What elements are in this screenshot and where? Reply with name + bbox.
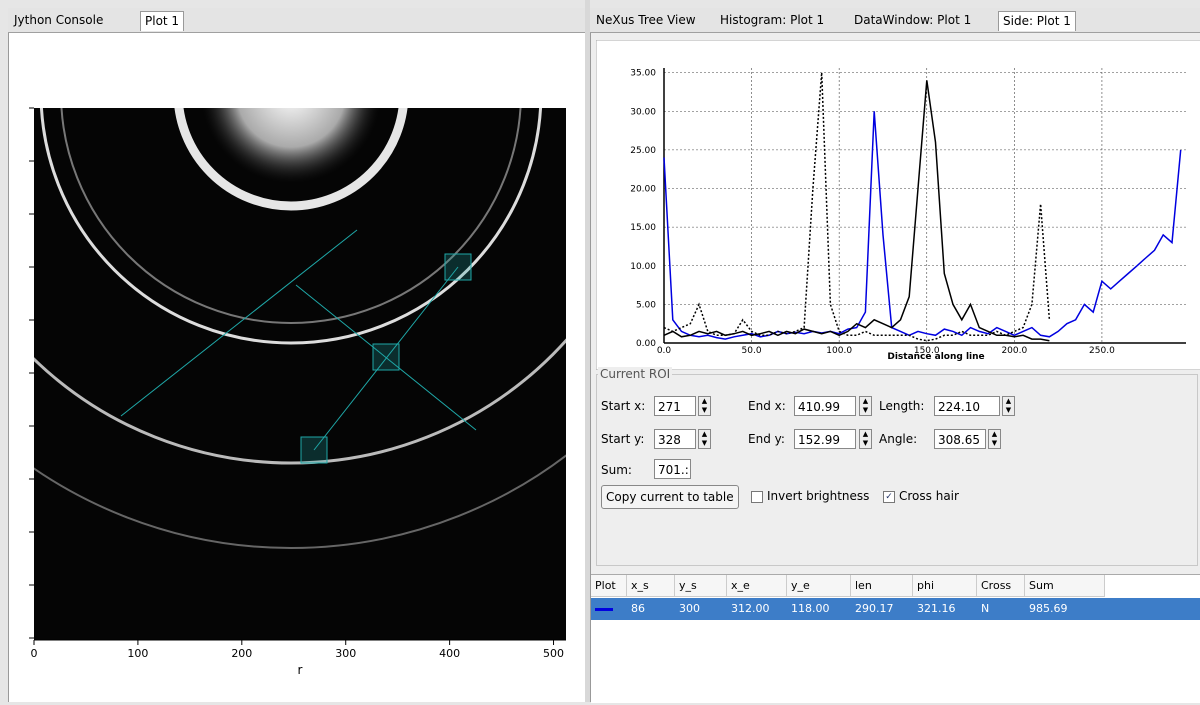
x-tick-label: 200.0 — [1001, 346, 1027, 356]
table-cell: 290.17 — [855, 602, 894, 615]
spinner[interactable]: ▲ ▼ — [698, 396, 711, 416]
checkbox[interactable] — [751, 491, 763, 503]
end-y-input[interactable]: 152.99 — [794, 429, 856, 449]
column-header: y_e — [787, 575, 851, 597]
y-tick-label: 0.00 — [636, 339, 656, 349]
start-x-input[interactable]: 271 — [654, 396, 696, 416]
y-tick-label: 10.00 — [630, 262, 656, 272]
roi-group — [596, 374, 1198, 566]
table-cell: N — [981, 602, 990, 615]
y-tick-label: 30.00 — [630, 107, 656, 117]
spinner[interactable]: ▲ ▼ — [859, 429, 872, 449]
divider — [585, 0, 590, 702]
left-tabbar: Jython Console Plot 1 — [8, 8, 585, 33]
x-tick-label: 500 — [543, 647, 564, 660]
angle-input[interactable]: 308.65 — [934, 429, 986, 449]
tab[interactable]: Jython Console — [14, 13, 104, 27]
image-plot: r 0 100 200 300 400 500 — [29, 107, 566, 677]
table-cell: 300 — [679, 602, 700, 615]
spinner[interactable]: ▲ ▼ — [698, 429, 711, 449]
tab[interactable]: DataWindow: Plot 1 — [854, 13, 972, 27]
length-input[interactable]: 224.10 — [934, 396, 1000, 416]
column-header: Plot — [591, 575, 627, 597]
label: Start y: — [601, 432, 645, 446]
right-panel: Distance along line 0.00 5.00 10.00 15.00 20… — [590, 33, 1200, 703]
label: Length: — [879, 399, 925, 413]
x-tick-label: 50.0 — [742, 346, 762, 356]
x-tick-label: 0 — [31, 647, 38, 660]
table-cell: 118.00 — [791, 602, 830, 615]
y-tick-label: 15.00 — [630, 223, 656, 233]
tab[interactable]: Histogram: Plot 1 — [720, 13, 825, 27]
x-tick-label: 0.0 — [657, 346, 672, 356]
roi-overlay — [120, 229, 477, 464]
x-tick-label: 100.0 — [826, 346, 852, 356]
column-header: x_s — [627, 575, 675, 597]
label: Angle: — [879, 432, 918, 446]
y-tick-label: 25.00 — [630, 146, 656, 156]
x-axis-label: Distance along line — [887, 352, 984, 362]
x-tick-label: 100 — [127, 647, 148, 660]
column-header: y_s — [675, 575, 727, 597]
right-tabbar: NeXus Tree View Histogram: Plot 1 DataWi… — [590, 8, 1200, 33]
checkbox-label[interactable]: Invert brightness — [767, 489, 870, 503]
x-axis-label: r — [298, 663, 303, 677]
label: End y: — [748, 432, 785, 446]
profile-chart: Distance along line 0.00 5.00 10.00 15.00 20… — [596, 40, 1200, 370]
tab[interactable]: Plot 1 — [140, 11, 185, 31]
sum-input[interactable]: 701.: — [654, 459, 691, 479]
checkbox-checked[interactable]: ✓ — [883, 491, 895, 503]
column-header: Sum — [1025, 575, 1105, 597]
column-header: Cross — [977, 575, 1025, 597]
diffraction-image — [34, 108, 566, 640]
copy-button[interactable]: Copy current to table — [601, 485, 739, 509]
spinner[interactable]: ▲ ▼ — [859, 396, 872, 416]
start-y-input[interactable]: 328 — [654, 429, 696, 449]
plot-swatch — [595, 608, 613, 611]
checkbox-label[interactable]: Cross hair — [899, 489, 959, 503]
y-tick-label: 35.00 — [630, 69, 656, 79]
chart-background — [596, 40, 1200, 370]
rings — [34, 108, 566, 549]
y-ticks — [29, 107, 34, 639]
label: End x: — [748, 399, 786, 413]
column-header: x_e — [727, 575, 787, 597]
table-cell: 321.16 — [917, 602, 956, 615]
table-row[interactable] — [591, 598, 1200, 620]
label: Sum: — [601, 463, 632, 477]
x-tick-label: 200 — [231, 647, 252, 660]
table-cell: 985.69 — [1029, 602, 1068, 615]
left-panel: r 0 100 200 300 400 500 — [8, 33, 587, 702]
tab[interactable]: Side: Plot 1 — [998, 11, 1076, 31]
x-tick-label: 250.0 — [1089, 346, 1115, 356]
column-header: phi — [913, 575, 977, 597]
line-series — [663, 72, 1051, 342]
table-cell: 312.00 — [731, 602, 770, 615]
x-tick-label: 150.0 — [914, 346, 940, 356]
x-tick-label: 400 — [439, 647, 460, 660]
column-header: len — [851, 575, 913, 597]
spinner[interactable]: ▲ ▼ — [1002, 396, 1015, 416]
table-cell: 86 — [631, 602, 645, 615]
roi-title: Current ROI — [598, 367, 673, 381]
line-series — [663, 80, 1050, 342]
label: Start x: — [601, 399, 646, 413]
roi-table: Plot x_s y_s x_e y_e len phi Cross Sum 86 300 312.0… — [591, 574, 1200, 703]
y-tick-label: 20.00 — [630, 185, 656, 195]
end-x-input[interactable]: 410.99 — [794, 396, 856, 416]
x-tick-label: 300 — [335, 647, 356, 660]
spinner[interactable]: ▲ ▼ — [988, 429, 1001, 449]
tab[interactable]: NeXus Tree View — [596, 13, 696, 27]
y-tick-label: 5.00 — [636, 300, 656, 310]
